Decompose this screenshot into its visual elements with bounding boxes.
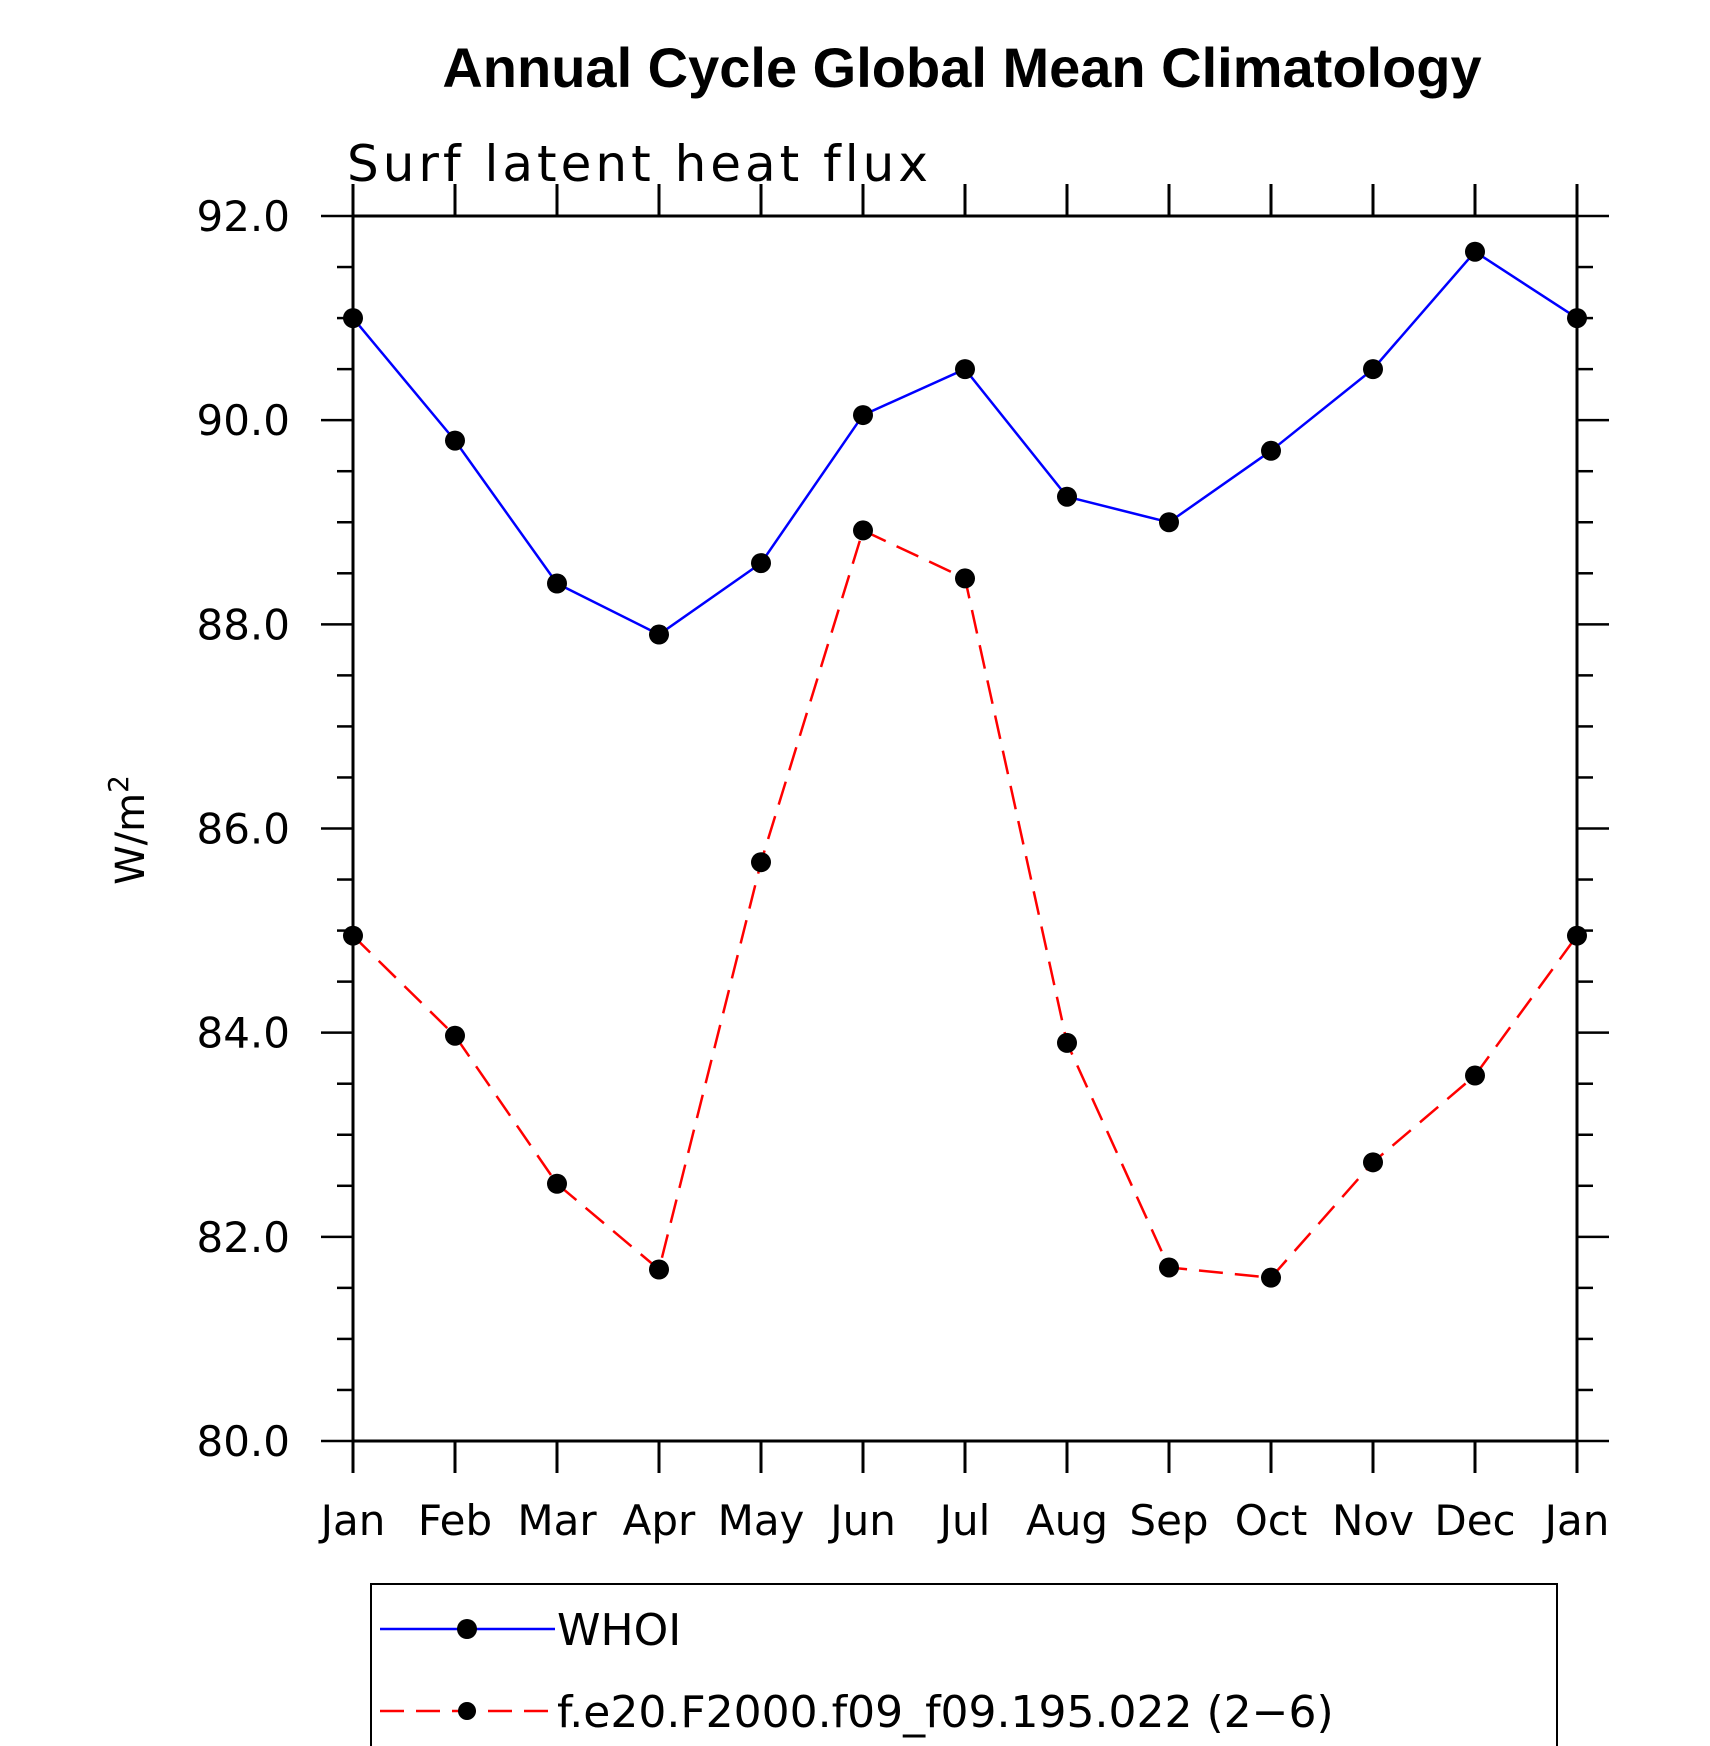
y-tick-label: 86.0 [196,805,290,854]
y-tick-label: 90.0 [196,396,290,445]
data-point [445,1025,465,1046]
data-point [1159,1257,1179,1278]
y-tick-label: 82.0 [196,1213,290,1262]
x-tick-label: Dec [1434,1496,1515,1545]
legend-entry: f.e20.F2000.f09_f09.195.022 (2−6) [380,1687,1334,1738]
legend-marker [457,1619,477,1639]
data-point [853,405,873,426]
plot-frame [351,214,1579,1443]
y-tick-label: 88.0 [196,600,290,649]
x-tick-label: Jul [937,1496,991,1545]
data-point [1363,1152,1383,1173]
data-point [1567,308,1587,329]
data-point [751,852,771,873]
data-point [1057,1032,1077,1053]
y-tick-label: 84.0 [196,1009,290,1058]
data-point [547,573,567,594]
x-tick-label: Jan [1542,1496,1610,1545]
data-point [445,430,465,451]
x-tick-label: May [718,1496,805,1545]
data-point [955,359,975,380]
legend-marker [458,1702,476,1720]
chart-title: Annual Cycle Global Mean Climatology [442,36,1481,99]
legend-box [370,1583,1558,1746]
x-tick-label: Oct [1235,1496,1308,1545]
data-point [1261,440,1281,461]
data-point [1159,512,1179,533]
data-point [649,1259,669,1280]
legend-entry: WHOI [380,1605,681,1656]
chart-subtitle: Surf latent heat flux [347,135,932,193]
y-axis-label: W/m2 [102,775,154,885]
data-point [853,520,873,541]
series-line [352,528,1579,1280]
y-tick-label: 80.0 [196,1417,290,1466]
x-tick-label: Jun [827,1496,896,1545]
legend-label: f.e20.F2000.f09_f09.195.022 (2−6) [557,1687,1334,1738]
data-point [649,624,669,645]
series-whoi [343,241,1587,645]
plot-axes: Jan Feb Mar Apr May Jun Jul Aug Sep Oct Nov Dec Jan 8… [196,184,1609,1545]
x-tick-label: Sep [1129,1496,1208,1545]
data-point [343,308,363,329]
legend-label: WHOI [557,1605,681,1656]
x-tick-label: Apr [623,1496,696,1545]
data-point [751,553,771,574]
x-tick-label: Jan [318,1496,386,1545]
data-point [547,1173,567,1194]
data-point [1363,359,1383,380]
x-tick-label: Mar [517,1496,597,1545]
data-point [1465,1065,1485,1086]
y-tick-label: 92.0 [196,192,290,241]
series-layer [343,241,1587,1288]
data-point [1057,486,1077,507]
x-tick-label: Aug [1026,1496,1108,1545]
legend: WHOI f.e20.F2000.f09_f09.195.022 (2−6) [370,1583,1558,1746]
data-point [1567,925,1587,946]
x-tick-label: Nov [1332,1496,1414,1545]
data-point [955,568,975,589]
data-point [1465,241,1485,262]
data-point [1261,1267,1281,1288]
x-tick-label: Feb [418,1496,492,1545]
data-point [343,925,363,946]
series-model [343,520,1587,1288]
